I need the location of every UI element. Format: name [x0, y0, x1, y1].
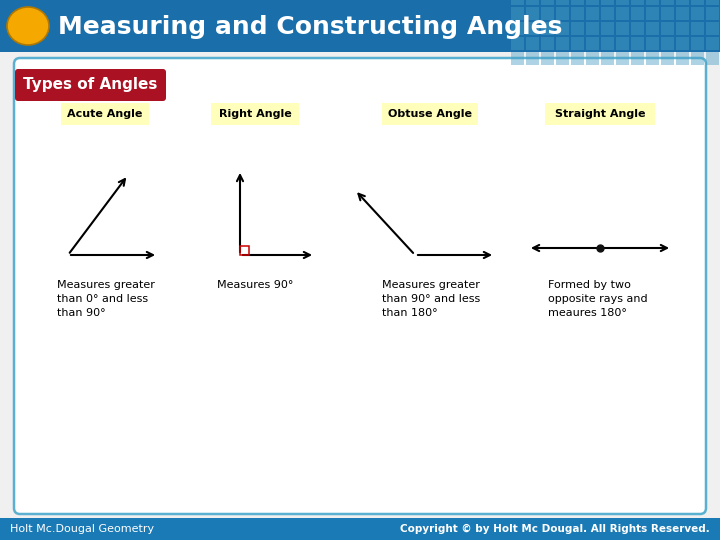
Bar: [706, 22, 719, 35]
Bar: [601, 37, 614, 50]
Bar: [240, 246, 249, 255]
Text: Obtuse Angle: Obtuse Angle: [388, 109, 472, 119]
FancyBboxPatch shape: [14, 58, 706, 514]
Bar: [571, 22, 584, 35]
Bar: [616, 37, 629, 50]
Bar: [691, 52, 704, 65]
FancyBboxPatch shape: [15, 69, 166, 101]
Bar: [706, 52, 719, 65]
Ellipse shape: [7, 7, 49, 45]
Bar: [541, 52, 554, 65]
Bar: [616, 0, 629, 5]
FancyBboxPatch shape: [382, 103, 478, 125]
Bar: [586, 7, 599, 20]
Bar: [676, 7, 689, 20]
Bar: [676, 22, 689, 35]
Text: Acute Angle: Acute Angle: [67, 109, 143, 119]
Bar: [646, 7, 659, 20]
Bar: [631, 0, 644, 5]
Bar: [511, 52, 524, 65]
Bar: [586, 52, 599, 65]
Bar: [526, 7, 539, 20]
Bar: [586, 22, 599, 35]
Text: Measures greater
than 90° and less
than 180°: Measures greater than 90° and less than …: [382, 280, 480, 318]
Bar: [541, 37, 554, 50]
Bar: [631, 37, 644, 50]
Bar: [586, 0, 599, 5]
Bar: [556, 7, 569, 20]
Bar: [661, 22, 674, 35]
Bar: [616, 52, 629, 65]
Bar: [511, 22, 524, 35]
Bar: [676, 37, 689, 50]
Bar: [511, 37, 524, 50]
Bar: [691, 37, 704, 50]
Text: Measuring and Constructing Angles: Measuring and Constructing Angles: [58, 15, 562, 39]
Bar: [706, 7, 719, 20]
Bar: [616, 7, 629, 20]
Bar: [571, 7, 584, 20]
Bar: [616, 22, 629, 35]
Bar: [511, 7, 524, 20]
Text: Right Angle: Right Angle: [219, 109, 292, 119]
Bar: [646, 37, 659, 50]
Bar: [0, 518, 720, 540]
Bar: [601, 52, 614, 65]
Bar: [631, 22, 644, 35]
Bar: [601, 7, 614, 20]
Bar: [526, 52, 539, 65]
Bar: [691, 0, 704, 5]
Bar: [541, 7, 554, 20]
FancyBboxPatch shape: [210, 103, 300, 125]
Bar: [601, 22, 614, 35]
Bar: [511, 0, 524, 5]
Bar: [646, 52, 659, 65]
Bar: [556, 22, 569, 35]
Bar: [691, 7, 704, 20]
Bar: [541, 0, 554, 5]
Bar: [526, 22, 539, 35]
FancyBboxPatch shape: [60, 103, 150, 125]
Bar: [691, 22, 704, 35]
Bar: [556, 37, 569, 50]
FancyBboxPatch shape: [546, 103, 654, 125]
Bar: [601, 0, 614, 5]
Bar: [556, 0, 569, 5]
Bar: [571, 37, 584, 50]
Bar: [556, 52, 569, 65]
Bar: [0, 0, 720, 52]
Bar: [661, 52, 674, 65]
Bar: [646, 0, 659, 5]
Bar: [661, 37, 674, 50]
Bar: [676, 0, 689, 5]
Bar: [586, 37, 599, 50]
Text: Copyright © by Holt Mc Dougal. All Rights Reserved.: Copyright © by Holt Mc Dougal. All Right…: [400, 524, 710, 534]
Bar: [706, 0, 719, 5]
Bar: [571, 52, 584, 65]
Bar: [676, 52, 689, 65]
Bar: [631, 7, 644, 20]
Text: Measures 90°: Measures 90°: [217, 280, 293, 290]
Bar: [646, 22, 659, 35]
Text: Holt Mc.Dougal Geometry: Holt Mc.Dougal Geometry: [10, 524, 154, 534]
Text: Straight Angle: Straight Angle: [554, 109, 645, 119]
Text: Types of Angles: Types of Angles: [23, 78, 158, 92]
Bar: [661, 7, 674, 20]
Bar: [631, 52, 644, 65]
Bar: [526, 0, 539, 5]
Bar: [526, 37, 539, 50]
Text: Formed by two
opposite rays and
meaures 180°: Formed by two opposite rays and meaures …: [548, 280, 647, 318]
Bar: [661, 0, 674, 5]
Text: Measures greater
than 0° and less
than 90°: Measures greater than 0° and less than 9…: [57, 280, 155, 318]
Bar: [706, 37, 719, 50]
Bar: [541, 22, 554, 35]
Bar: [571, 0, 584, 5]
